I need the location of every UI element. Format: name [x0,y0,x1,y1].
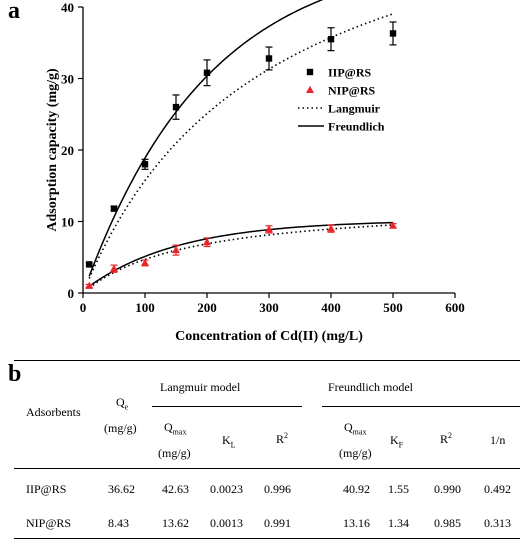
row-iip-r2b: 0.990 [434,482,461,496]
adsorption-isotherm-chart: 0 100 200 300 400 500 600 0 10 20 30 40 Concentratio… [45,0,465,344]
legend-label-nip: NIP@RS [328,84,375,98]
row-nip-n: 0.313 [484,516,511,530]
x-axis-title: Concentration of Cd(II) (mg/L) [175,329,363,344]
nip-data-point [203,238,211,246]
header-r2-freundlich: R2 [440,431,453,446]
header-r2-langmuir: R2 [276,431,289,446]
langmuir-group-rule [152,406,302,407]
iip-data-point [86,261,93,268]
nip-freundlich-fit-line [88,221,394,287]
freundlich-group-rule [322,406,520,407]
row-iip-qmax2: 40.92 [343,482,370,496]
row-nip-kl: 0.0013 [210,516,243,530]
x-tick-label: 500 [383,300,403,315]
panel-b-label: b [8,361,22,387]
nip-data-point [265,225,273,233]
header-qe: Qe [116,395,129,412]
nip-data-point [110,264,118,272]
row-nip-qmax2: 13.16 [343,516,370,530]
panel-a-label: a [8,0,20,24]
row-nip-r2: 0.991 [264,516,291,530]
x-tick-label: 300 [259,300,279,315]
iip-data-point [172,103,180,111]
legend-label-langmuir: Langmuir [328,102,381,116]
header-1-over-n: 1/n [490,433,506,447]
iip-freundlich-fit-line [88,0,324,277]
nip-langmuir-fit-line [88,224,394,289]
row-iip-qe: 36.62 [108,482,135,496]
row-nip-qmax: 13.62 [162,516,189,530]
nip-data-point [389,221,397,229]
row-nip-qe: 8.43 [108,516,129,530]
header-qmax-freundlich-unit: (mg/g) [339,446,372,460]
row-iip-kf: 1.55 [388,482,409,496]
row-nip-r2b: 0.985 [434,516,461,530]
header-adsorbents: Adsorbents [26,405,81,419]
iip-langmuir-fit-line [88,13,394,279]
row-iip-kl: 0.0023 [210,482,243,496]
header-kl: KL [222,433,236,450]
x-tick-label: 100 [135,300,155,315]
header-qmax-langmuir-unit: (mg/g) [158,446,191,460]
header-qmax-langmuir: Qmax [164,420,187,437]
x-tick-label: 200 [197,300,217,315]
iip-data-point [389,30,397,37]
legend-marker-nip [306,85,314,93]
row-iip-qmax: 42.63 [162,482,189,496]
y-tick-label: 20 [61,143,74,158]
legend-marker-iip [306,68,314,76]
iip-data-point [110,205,118,212]
header-freundlich-model: Freundlich model [328,380,413,394]
y-tick-label: 10 [61,215,74,230]
row-nip-kf: 1.34 [388,516,409,530]
y-tick-label: 40 [61,0,74,15]
table-top-rule [14,360,520,361]
x-tick-label: 400 [321,300,341,315]
legend-label-iip: IIP@RS [328,66,371,80]
header-kf: KF [390,433,404,450]
row-iip-r2: 0.996 [264,482,291,496]
row-iip-name: IIP@RS [26,482,67,496]
nip-data-point [172,245,180,254]
y-tick-label: 30 [61,72,74,87]
table-bottom-rule [14,538,520,539]
table-header-rule [14,468,520,469]
header-qe-unit: (mg/g) [104,421,137,435]
x-tick-label: 0 [80,300,87,315]
legend-label-freundlich: Freundlich [328,120,385,134]
header-qmax-freundlich: Qmax [344,420,367,437]
nip-data-point [141,258,149,266]
header-langmuir-model: Langmuir model [160,380,241,394]
parameters-table: Adsorbents Qe (mg/g) Langmuir model Freu… [0,358,524,544]
x-tick-label: 600 [445,300,465,315]
iip-data-point [141,161,149,168]
iip-data-point [327,35,335,43]
iip-data-point [203,69,211,76]
y-axis-title: Adsorption capacity (mg/g) [45,68,60,232]
iip-data-point [265,55,273,62]
y-tick-label: 0 [68,286,75,301]
row-iip-n: 0.492 [484,482,511,496]
nip-data-point [85,281,94,289]
nip-data-point [327,224,335,232]
row-nip-name: NIP@RS [26,516,72,530]
